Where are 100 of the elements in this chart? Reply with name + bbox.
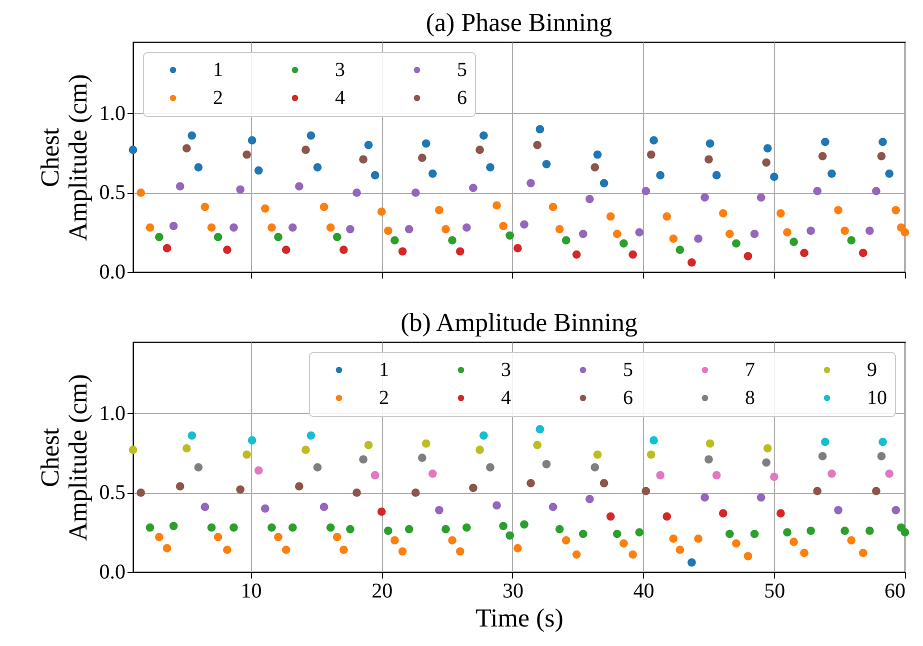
point: [320, 202, 328, 212]
point: [694, 234, 702, 243]
point: [339, 246, 348, 254]
point: [770, 472, 778, 481]
point: [404, 225, 414, 234]
point: [885, 169, 894, 178]
point: [756, 493, 766, 502]
point: [662, 212, 672, 221]
point: [499, 522, 508, 530]
point: [288, 523, 297, 532]
point: [169, 522, 178, 530]
point: [718, 509, 728, 518]
point: [590, 463, 600, 472]
point: [650, 136, 658, 145]
point: [162, 244, 172, 252]
point: [260, 504, 270, 513]
point: [418, 454, 426, 462]
point: [642, 186, 650, 196]
point: [418, 154, 426, 162]
point: [656, 471, 664, 480]
point: [847, 536, 856, 544]
chart-title: (b) Amplitude Binning: [400, 308, 638, 337]
point: [346, 225, 354, 234]
point: [834, 506, 842, 514]
point: [169, 222, 178, 230]
chart-title: (a) Phase Binning: [426, 8, 612, 37]
point: [900, 528, 910, 537]
point: [377, 508, 386, 516]
legend-label: 1: [213, 59, 223, 81]
x-tick-label: 60: [884, 578, 906, 602]
point: [154, 232, 164, 242]
point: [676, 246, 684, 254]
point: [650, 436, 658, 445]
point: [635, 228, 644, 237]
point: [274, 232, 282, 242]
point: [306, 431, 316, 440]
point: [456, 247, 464, 256]
point: [572, 250, 581, 259]
point: [725, 230, 734, 238]
point: [194, 163, 203, 172]
point: [562, 536, 570, 544]
point: [642, 486, 650, 496]
point: [398, 247, 407, 256]
point: [411, 488, 420, 497]
point: [612, 230, 622, 238]
point: [514, 244, 522, 252]
point: [635, 528, 644, 537]
point: [818, 152, 827, 160]
y-tick-label: 1.0: [99, 100, 126, 125]
point: [476, 146, 484, 154]
point: [326, 223, 335, 232]
point: [352, 188, 361, 197]
legend-label: 3: [501, 359, 511, 381]
point: [606, 512, 615, 521]
point: [154, 532, 164, 542]
point: [476, 446, 484, 454]
point: [763, 144, 772, 152]
point: [242, 150, 252, 159]
point: [828, 469, 836, 478]
point: [313, 463, 322, 472]
point: [364, 140, 373, 150]
legend-label: 1: [379, 359, 389, 381]
point: [600, 179, 608, 188]
point: [790, 538, 798, 546]
point: [858, 548, 868, 558]
point: [492, 501, 501, 510]
point: [188, 431, 196, 440]
point: [718, 209, 728, 218]
point: [706, 439, 714, 448]
x-tick-label: 10: [240, 578, 262, 602]
point: [422, 139, 430, 148]
point: [628, 550, 638, 559]
point: [332, 532, 342, 542]
legend-label: 2: [379, 387, 389, 409]
point: [646, 450, 656, 459]
point: [377, 208, 386, 216]
point: [572, 550, 581, 559]
point: [562, 236, 570, 244]
point: [877, 152, 886, 160]
point: [877, 452, 886, 460]
point: [428, 169, 437, 178]
point: [865, 526, 874, 535]
point: [146, 223, 154, 232]
point: [600, 479, 608, 488]
y-tick-label: 0.5: [99, 180, 126, 204]
point: [732, 239, 740, 248]
point: [536, 425, 544, 434]
point: [214, 232, 222, 242]
point: [847, 236, 856, 244]
point: [704, 155, 713, 164]
y-tick-label: 0.0: [99, 560, 126, 584]
legend-label: 5: [457, 59, 467, 81]
point: [872, 186, 880, 196]
point: [370, 171, 380, 180]
point: [669, 234, 678, 243]
point: [542, 460, 551, 468]
point: [821, 138, 830, 146]
point: [669, 534, 678, 543]
point: [359, 455, 368, 464]
point: [700, 493, 709, 502]
